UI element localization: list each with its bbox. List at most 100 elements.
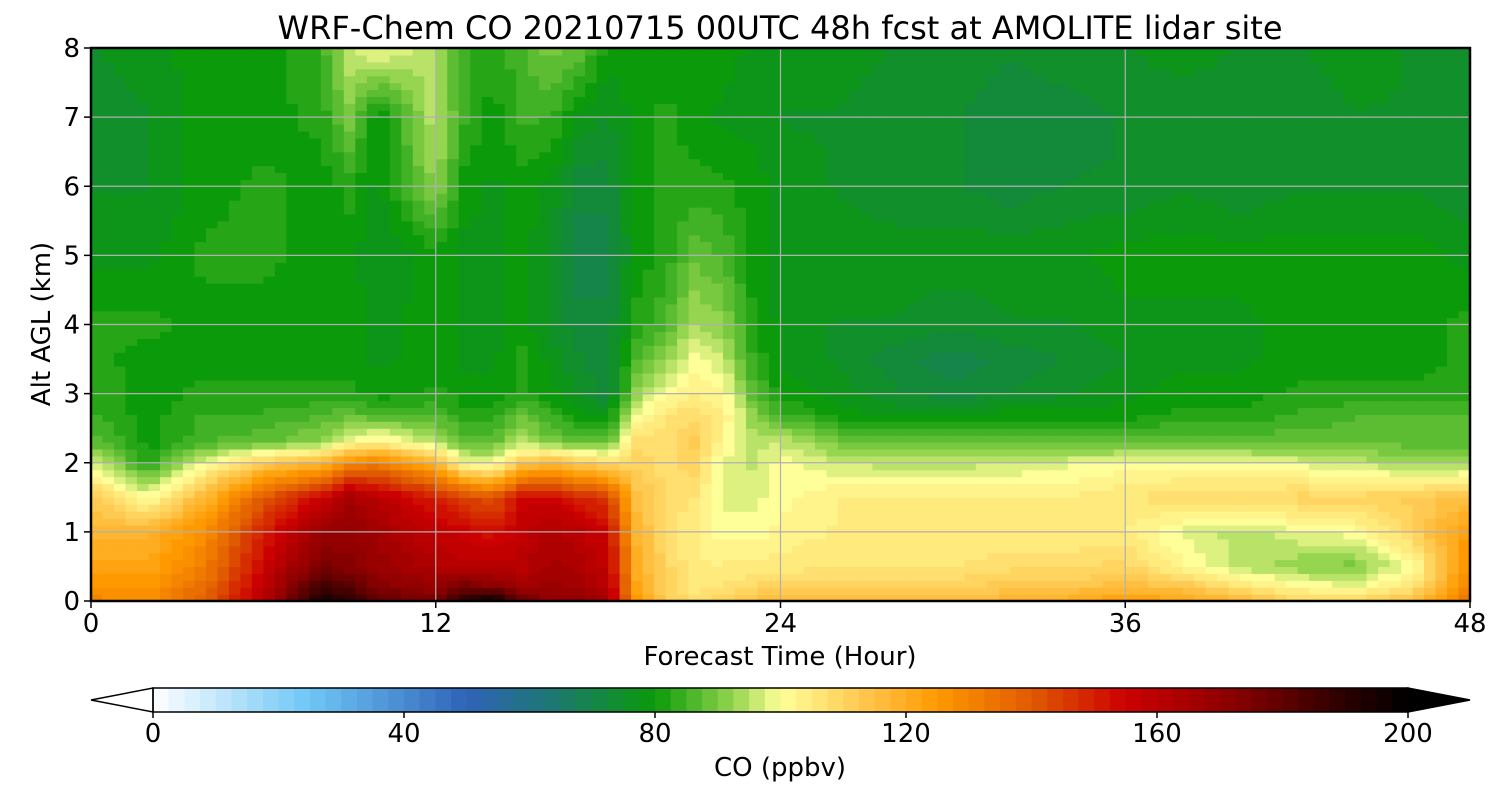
heatmap-cell (320, 331, 333, 339)
heatmap-cell (1228, 414, 1241, 422)
heatmap-cell (918, 428, 931, 436)
heatmap-cell (1424, 386, 1437, 395)
heatmap-cell (481, 352, 494, 360)
heatmap-cell (619, 448, 632, 457)
heatmap-cell (1044, 331, 1057, 339)
heatmap-cell (711, 414, 724, 422)
heatmap-cell (355, 587, 368, 595)
heatmap-cell (964, 359, 977, 367)
heatmap-cell (929, 393, 942, 402)
heatmap-cell (1044, 414, 1057, 422)
heatmap-cell (688, 552, 701, 561)
heatmap-cell (251, 531, 264, 540)
heatmap-cell (837, 317, 851, 326)
heatmap-cell (550, 435, 563, 443)
heatmap-cell (550, 317, 563, 326)
heatmap-cell (228, 559, 241, 568)
heatmap-cell (1251, 469, 1264, 478)
heatmap-cell (1251, 407, 1264, 415)
heatmap-cell (493, 552, 506, 561)
heatmap-cell (975, 462, 988, 471)
heatmap-cell (573, 393, 586, 402)
heatmap-cell (906, 400, 919, 409)
heatmap-cell (929, 497, 942, 505)
heatmap-cell (320, 365, 333, 374)
heatmap-cell (746, 379, 759, 388)
heatmap-cell (343, 497, 356, 505)
heatmap-cell (1125, 476, 1138, 485)
heatmap-cell (424, 317, 437, 326)
heatmap-cell (1240, 580, 1253, 588)
heatmap-cell (1251, 538, 1264, 547)
heatmap-cell (1171, 483, 1184, 491)
heatmap-cell (355, 573, 368, 581)
heatmap-cell (182, 317, 196, 326)
heatmap-cell (1435, 594, 1448, 601)
heatmap-cell (435, 483, 448, 491)
heatmap-cell (251, 483, 264, 491)
heatmap-cell (401, 421, 414, 429)
heatmap-cell (677, 476, 690, 485)
heatmap-cell (677, 524, 690, 533)
heatmap-cell (1136, 345, 1149, 353)
heatmap-cell (849, 511, 862, 519)
heatmap-cell (849, 352, 862, 360)
heatmap-cell (1412, 365, 1425, 374)
heatmap-cell (1044, 559, 1057, 568)
heatmap-cell (481, 365, 494, 374)
heatmap-cell (343, 414, 356, 422)
heatmap-cell (711, 497, 724, 505)
heatmap-cell (585, 386, 598, 395)
heatmap-cell (274, 559, 287, 568)
heatmap-cell (539, 359, 552, 367)
heatmap-cell (665, 435, 678, 443)
heatmap-cell (182, 352, 196, 360)
heatmap-cell (631, 448, 644, 457)
heatmap-cell (1320, 331, 1333, 339)
heatmap-cell (401, 462, 414, 471)
heatmap-cell (700, 317, 713, 326)
heatmap-cell (941, 476, 954, 485)
heatmap-cell (1217, 476, 1230, 485)
heatmap-cell (700, 573, 713, 581)
heatmap-cell (1297, 483, 1310, 491)
heatmap-cell (1182, 455, 1195, 464)
heatmap-cell (251, 317, 264, 326)
heatmap-cell (1182, 476, 1195, 485)
heatmap-cell (665, 594, 678, 601)
heatmap-cell (883, 317, 897, 326)
heatmap-cell (159, 490, 173, 498)
heatmap-cell (573, 365, 586, 374)
heatmap-cell (159, 345, 173, 353)
heatmap-cell (527, 386, 540, 395)
heatmap-cell (998, 386, 1011, 395)
heatmap-cell (1136, 462, 1149, 471)
heatmap-cell (1044, 365, 1057, 374)
heatmap-cell (378, 566, 391, 574)
heatmap-cell (562, 448, 575, 457)
heatmap-cell (596, 435, 609, 443)
heatmap-cell (596, 372, 609, 381)
heatmap-cell (1332, 511, 1345, 519)
heatmap-cell (987, 435, 1000, 443)
heatmap-cell (596, 566, 609, 574)
heatmap-cell (504, 566, 517, 574)
heatmap-cell (1435, 379, 1448, 388)
heatmap-cell (1286, 448, 1299, 457)
heatmap-cell (596, 538, 609, 547)
heatmap-cell (182, 594, 196, 601)
heatmap-cell (1447, 421, 1460, 429)
heatmap-cell (1297, 566, 1310, 574)
heatmap-cell (504, 545, 517, 554)
heatmap-cell (998, 331, 1011, 339)
heatmap-cell (1217, 587, 1230, 595)
heatmap-cell (746, 338, 759, 346)
heatmap-cell (964, 469, 977, 478)
heatmap-cell (688, 379, 701, 388)
heatmap-cell (1435, 442, 1448, 450)
heatmap-cell (700, 435, 713, 443)
heatmap-cell (791, 435, 805, 443)
heatmap-cell (860, 490, 874, 498)
heatmap-cell (1079, 435, 1092, 443)
heatmap-cell (780, 435, 793, 443)
